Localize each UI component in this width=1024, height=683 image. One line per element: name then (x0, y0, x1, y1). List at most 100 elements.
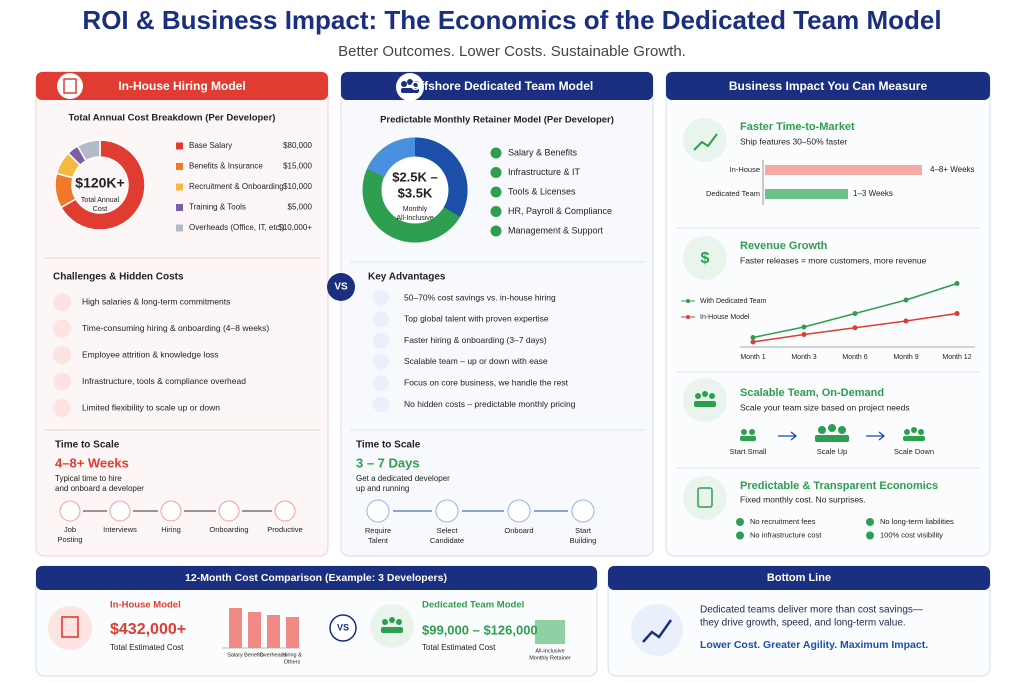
step-icon (109, 500, 131, 522)
label: Select (437, 526, 459, 535)
label: Lower Cost. Greater Agility. Maximum Imp… (700, 639, 928, 651)
label: Monthly (403, 206, 428, 213)
legend-swatch (176, 142, 183, 150)
label: Predictable Monthly Retainer Model (Per … (380, 115, 614, 126)
label: In-House (730, 165, 760, 174)
icon (53, 399, 71, 417)
cost-bars (222, 608, 565, 649)
label: Time to Scale (356, 440, 421, 451)
icon (53, 346, 71, 364)
label: All-Inclusive (396, 215, 433, 222)
label: In-House Model (110, 600, 181, 611)
point (852, 325, 858, 331)
step-icon (571, 499, 595, 523)
label: No recruitment fees (750, 517, 816, 526)
icon (373, 290, 389, 306)
label: No hidden costs – predictable monthly pr… (404, 399, 576, 409)
check-icon (490, 167, 502, 178)
label: Get a dedicated developer (356, 474, 450, 483)
legend-label: With Dedicated Team (700, 298, 767, 305)
label: Tools & Licenses (508, 186, 576, 196)
label: Hiring (161, 525, 181, 534)
label: Recruitment & Onboarding (189, 182, 284, 191)
check-icon (490, 206, 502, 217)
icon (53, 319, 71, 338)
label: and onboard a developer (55, 484, 144, 493)
donut-segment (60, 139, 146, 231)
check-icon (490, 186, 502, 198)
point (954, 281, 960, 286)
icon (57, 73, 83, 99)
x-tick-label: Month 1 (740, 354, 765, 361)
label: Scale Down (894, 447, 934, 456)
label: Talent (368, 536, 389, 545)
label: Top global talent with proven expertise (404, 314, 549, 324)
icon (370, 604, 414, 648)
label: Dedicated Team (706, 189, 760, 198)
label: Employee attrition & knowledge loss (82, 349, 219, 359)
icon (53, 372, 71, 391)
icon (373, 332, 389, 349)
icon (373, 396, 389, 413)
label: Total Annual (81, 197, 120, 204)
x-tick-label: Month 12 (942, 354, 971, 361)
label: Total Estimated Cost (422, 643, 496, 652)
svg-text:$: $ (701, 250, 710, 267)
label: $10,000 (283, 182, 312, 191)
check-icon (490, 147, 502, 159)
legend-swatch (176, 204, 183, 211)
label: Start Small (730, 447, 767, 456)
bottom-line-header (608, 566, 990, 590)
dividers (44, 257, 320, 431)
label: 4–8+ Weeks (55, 455, 129, 470)
vs-badge (327, 273, 355, 301)
icon (373, 353, 389, 370)
icon (401, 79, 419, 93)
icon (396, 73, 424, 101)
legend-dot (686, 299, 690, 303)
step-icon (366, 499, 390, 523)
label: Infrastructure, tools & compliance overh… (82, 376, 246, 386)
label: Time-consuming hiring & onboarding (4–8 … (82, 323, 269, 333)
x-tick-label: Month 3 (791, 354, 816, 361)
offshore-donut (362, 137, 468, 243)
label: No long-term liabilities (880, 517, 954, 526)
label: 4–8+ Weeks (930, 165, 975, 174)
label: Time to Scale (55, 440, 120, 451)
icon (631, 604, 683, 656)
icon (61, 616, 79, 638)
dividers (350, 227, 980, 469)
label: Overheads (260, 652, 287, 658)
icon (381, 617, 403, 633)
label: $15,000 (283, 162, 312, 171)
label: Posting (57, 535, 82, 544)
label: Revenue Growth (740, 240, 828, 252)
label: Onboard (504, 526, 533, 535)
label: Training & Tools (189, 203, 246, 212)
label: $10,000+ (278, 223, 312, 232)
label: 3 – 7 Days (356, 455, 420, 470)
x-tick-label: Month 9 (893, 354, 918, 361)
panel-header: In-House Hiring Model (118, 79, 245, 93)
icon (63, 78, 77, 94)
bar (765, 165, 922, 175)
label: Scale your team size based on project ne… (740, 402, 910, 412)
label: Others (284, 659, 301, 665)
label: All-Inclusive (535, 648, 564, 654)
label: Total Annual Cost Breakdown (Per Develop… (69, 113, 276, 124)
step-icon (274, 500, 296, 522)
icon (373, 311, 389, 328)
check-icon (866, 518, 874, 526)
legend-swatch (176, 183, 183, 191)
label: up and running (356, 484, 409, 493)
label: HR, Payroll & Compliance (508, 206, 612, 216)
label: High salaries & long-term commitments (82, 296, 230, 306)
icon (48, 606, 92, 650)
point (903, 318, 909, 324)
label: Hiring & (282, 652, 302, 658)
label: $80,000 (283, 141, 312, 150)
check-icon (866, 531, 874, 540)
icon (642, 619, 673, 643)
